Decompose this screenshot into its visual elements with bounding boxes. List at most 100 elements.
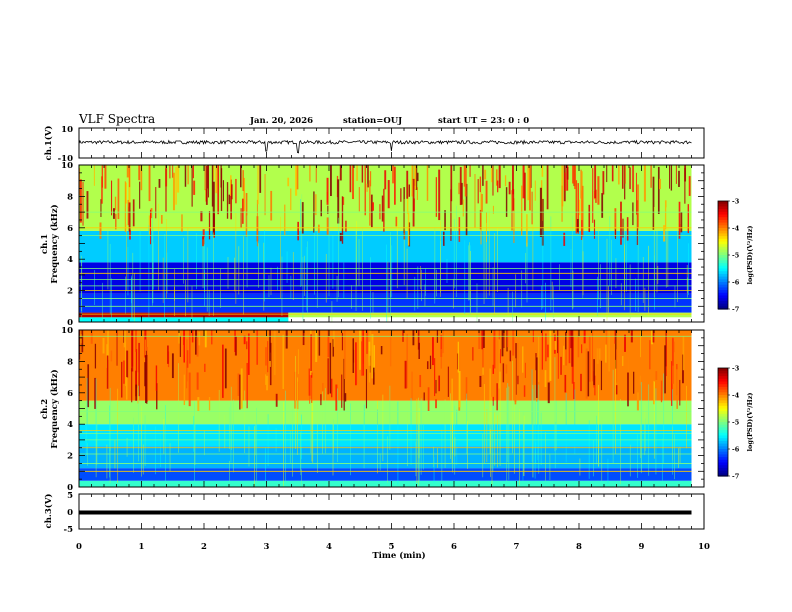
ch2-spec-streak [365,369,368,409]
ch2-colorbar-swatch [718,451,728,455]
ch1-spec-streak [403,199,405,286]
ch1-spec-streak [128,165,131,188]
ch2-spec-streak [555,400,557,451]
ch2-spec-streak [234,336,237,356]
ch2-spec-streak [512,360,513,454]
ch2-spec-streak [90,330,93,344]
ch1-spec-streak [643,165,646,202]
ch2-colorbar-swatch [718,368,728,372]
ch2-spec-streak [481,330,483,350]
ch2-spec-streak [672,341,675,353]
ch2-spec-streak [344,393,347,402]
ch1-spec-streak [79,168,81,195]
ch2-spec-streak [382,394,384,462]
ch2-spec-streak [186,339,188,382]
ch2-spec-streak [466,393,468,455]
ch2-spec-streak [507,383,509,462]
ch2-colorbar-swatch [718,405,728,410]
ch2-spec-streak [183,374,186,406]
ch1-colorbar-swatch [718,228,728,232]
ch2-colorbar-swatch [718,443,728,447]
ch1-spec-streak [450,189,452,241]
ch1-spec-streak [338,217,339,298]
header-date: Jan. 20, 2026 [249,116,313,126]
ch1-spec-streak [138,165,141,181]
ch2-spec-streak [229,460,230,481]
ch2-spec-streak [663,373,665,464]
ch2-spec-streak [512,330,515,356]
ch1-spec-streak [577,183,579,234]
ch1-spec-streak [202,239,204,289]
ch1-spec-streak [172,165,174,178]
ch1-spec-streak [624,165,626,184]
ch1-spec-streak [550,216,552,311]
ch2-spec-streak [482,433,484,478]
ch1-spec-streak [169,165,171,179]
ch2-spec-streak [373,345,375,373]
ch1-colorbar-tick-label: -5 [732,252,740,260]
ch2-spec-streak [94,343,97,369]
ch1-spec-streak [183,237,184,284]
ch1-spec-streak [155,187,157,219]
ch2-spec-streak [486,408,488,463]
ch2-spec-streak [310,334,312,372]
ch2-spec-streak [123,360,125,384]
ch2-spec-streak [135,349,138,388]
ch2-spec-streak [672,337,674,366]
ch2-colorbar-swatch [718,454,728,458]
ch2-spec-streak [228,407,230,450]
ch1-spec-streak [485,222,487,299]
ch2-spec-streak [368,362,371,383]
ch1-colorbar-swatch [718,225,728,229]
ch1-spec-streak [674,285,676,308]
time-tick-label: 1 [139,542,145,552]
ch1-spec-streak [492,165,494,196]
ch2-colorbar-swatch [718,397,728,401]
ch2-spec-streak [452,411,453,455]
ch1-spec-streak [356,221,357,287]
ch1-spec-streak [367,165,369,188]
ch1-spec-streak [126,223,127,291]
ch1-spec-streak [485,180,488,204]
ch1-spec-streak [325,253,327,303]
ch2-spec-streak [183,330,185,345]
ch2-spec-streak [224,415,226,449]
ch1-spec-streak [392,165,394,184]
ch2-colorbar-swatch [718,386,728,391]
ch2-spec-streak [612,369,614,464]
ch1-spec-streak [220,168,223,211]
ch1-colorbar-tick-label: -3 [732,198,740,206]
ch3-ytick-bottom: -5 [64,525,74,535]
ch2-spec-streak [483,383,485,464]
ch1-spec-streak [111,180,113,216]
ch2-spec-streak [456,409,458,466]
ch2-spec-streak [169,443,171,472]
ch2-spec-streak [318,330,321,356]
ch2-colorbar: -3 -4 -5 -6 -7 log(PSD)(V²/Hz) [717,365,754,481]
ch1-spec-streak [424,284,426,307]
ch1-colorbar-swatch [718,206,728,210]
ch2-spec-streak [333,419,334,454]
ch1-spec-streak [663,225,666,242]
ch2-spec-streak [327,358,329,395]
ch2-colorbar-swatch [718,384,728,388]
ch1-spec-streak [446,258,448,284]
ch1-spec-streak [133,273,135,322]
ch2-spec-streak [95,438,97,478]
ch2-colorbar-swatch [718,413,728,418]
ch1-spec-streak [184,165,187,187]
ch1-spec-streak [109,243,111,315]
ch2-spec-streak [188,372,191,407]
ch2-spec-streak [369,330,372,356]
ch1-spec-streak [165,165,167,212]
ch2-spec-streak [371,334,374,379]
ch1-spec-streak [107,200,109,290]
ch2-spec-streak [230,386,232,451]
ch1-spec-ytick-label: 8 [67,192,73,202]
ch1-spec-streak [527,165,530,201]
ch1-spec-streak [680,212,683,233]
ch1-spec-streak [415,165,418,190]
ch2-spec-streak [514,404,515,474]
ch2-colorbar-swatch [718,419,728,423]
ch1-spec-streak [492,267,494,306]
